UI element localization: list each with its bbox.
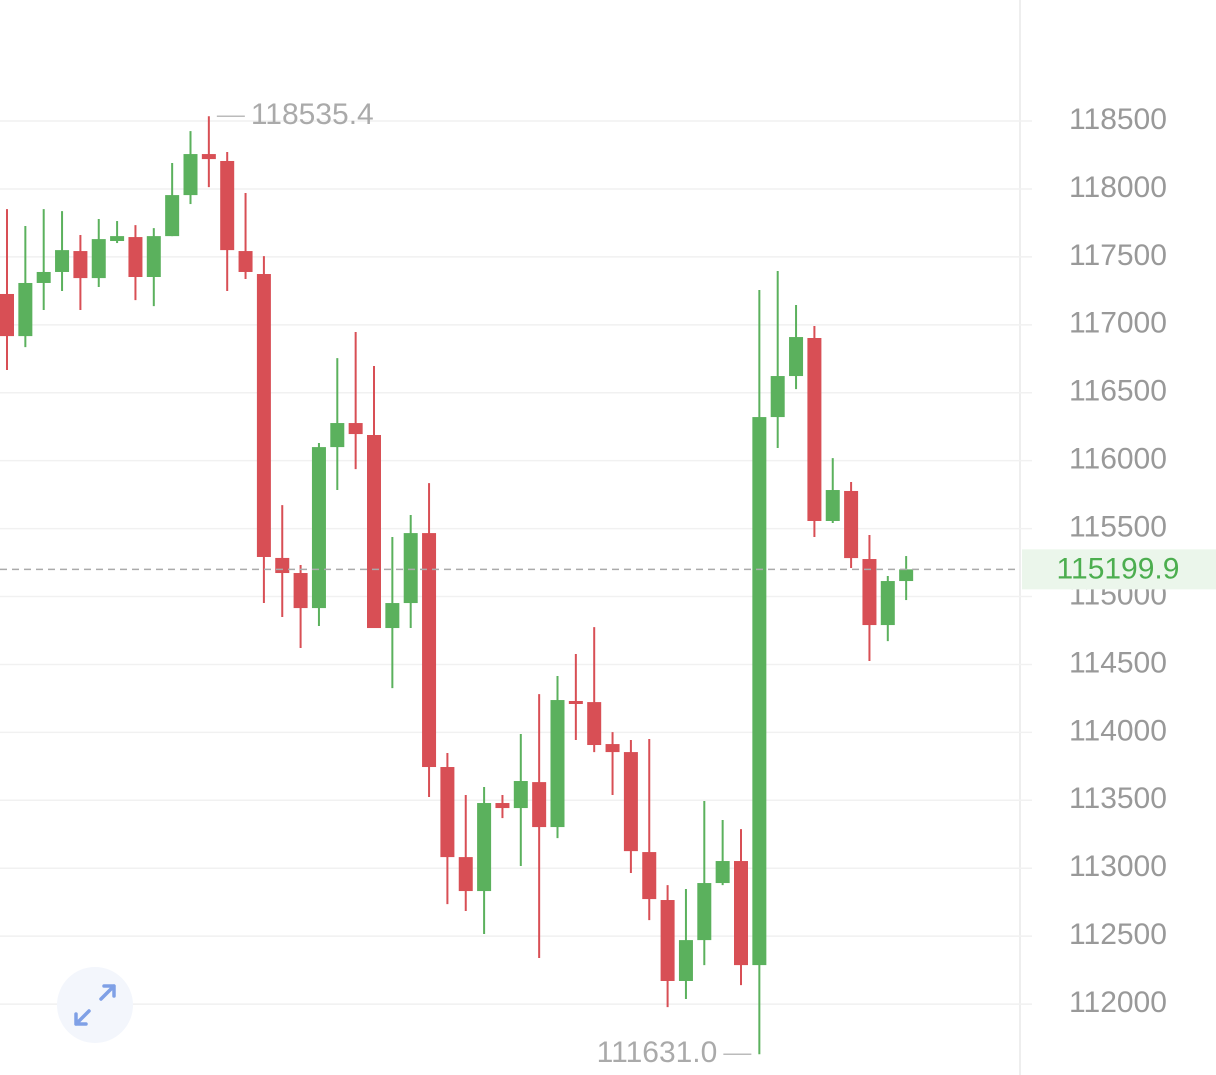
y-tick-label: 112000 bbox=[1069, 986, 1167, 1019]
candle-body bbox=[293, 573, 308, 609]
candle-body bbox=[367, 434, 381, 629]
y-tick-label: 116500 bbox=[1069, 375, 1167, 408]
candle-body bbox=[825, 490, 840, 521]
candle-body bbox=[458, 857, 473, 892]
candle-body bbox=[715, 861, 730, 884]
candle-body bbox=[605, 744, 620, 753]
candle-body bbox=[678, 940, 693, 981]
y-tick-label: 114000 bbox=[1069, 714, 1167, 747]
candle-body bbox=[73, 251, 88, 279]
candle-body bbox=[513, 781, 528, 809]
candle-body bbox=[36, 271, 51, 283]
candle-body bbox=[623, 752, 638, 852]
y-tick-label: 112500 bbox=[1069, 918, 1167, 951]
expand-button-bg[interactable] bbox=[57, 967, 133, 1043]
candle-body bbox=[660, 900, 675, 981]
y-tick-label: 113000 bbox=[1069, 850, 1167, 883]
last-price-tag bbox=[1022, 549, 1216, 590]
y-tick-label: 118000 bbox=[1069, 171, 1167, 204]
candle-body bbox=[734, 861, 748, 966]
candle-body bbox=[697, 883, 712, 941]
candle-body bbox=[862, 559, 877, 626]
candle-body bbox=[110, 236, 125, 242]
candle-body bbox=[550, 700, 565, 828]
y-tick-label: 115500 bbox=[1069, 511, 1167, 544]
candle-body bbox=[403, 533, 418, 604]
candle-body bbox=[256, 274, 271, 557]
candle-body bbox=[568, 700, 583, 704]
candle-body bbox=[330, 423, 345, 448]
candle-body bbox=[899, 569, 914, 582]
candle-body bbox=[385, 603, 400, 629]
candle-body bbox=[844, 490, 859, 559]
candle-body bbox=[220, 160, 235, 251]
candle-body bbox=[422, 533, 437, 768]
candle-body bbox=[91, 239, 106, 279]
candle-body bbox=[55, 250, 70, 272]
candle-body bbox=[238, 251, 253, 272]
candle-body bbox=[146, 236, 161, 278]
y-tick-label: 118500 bbox=[1069, 103, 1167, 136]
candle-body bbox=[18, 282, 33, 337]
candle-body bbox=[789, 337, 804, 377]
candle-body bbox=[183, 154, 198, 196]
candle-body bbox=[880, 581, 895, 626]
candle-body bbox=[440, 767, 455, 858]
max-annotation: 118535.4 bbox=[251, 98, 374, 131]
candle-body bbox=[348, 423, 363, 435]
candle-body bbox=[165, 195, 180, 237]
candle-body bbox=[311, 447, 326, 609]
min-annotation: 111631.0 bbox=[597, 1036, 718, 1069]
candle-body bbox=[770, 376, 785, 418]
candle-body bbox=[477, 803, 492, 892]
candle-body bbox=[201, 154, 216, 160]
candle-body bbox=[642, 852, 657, 900]
y-tick-label: 117500 bbox=[1069, 239, 1167, 272]
candle-body bbox=[532, 782, 547, 828]
candle-body bbox=[275, 557, 290, 574]
y-tick-label: 117000 bbox=[1069, 307, 1167, 340]
candle-body bbox=[0, 293, 14, 337]
y-tick-label: 116000 bbox=[1069, 443, 1167, 476]
candle-body bbox=[587, 702, 602, 746]
candle-body bbox=[495, 803, 510, 809]
expand-icon[interactable] bbox=[74, 984, 116, 1026]
candle-body bbox=[752, 417, 767, 966]
last-price-label: 115199.9 bbox=[1057, 552, 1180, 585]
expand-button[interactable] bbox=[57, 967, 133, 1043]
candle-body bbox=[128, 237, 143, 278]
y-tick-label: 113500 bbox=[1069, 782, 1167, 815]
y-tick-label: 114500 bbox=[1069, 646, 1167, 679]
candle-body bbox=[807, 338, 822, 521]
